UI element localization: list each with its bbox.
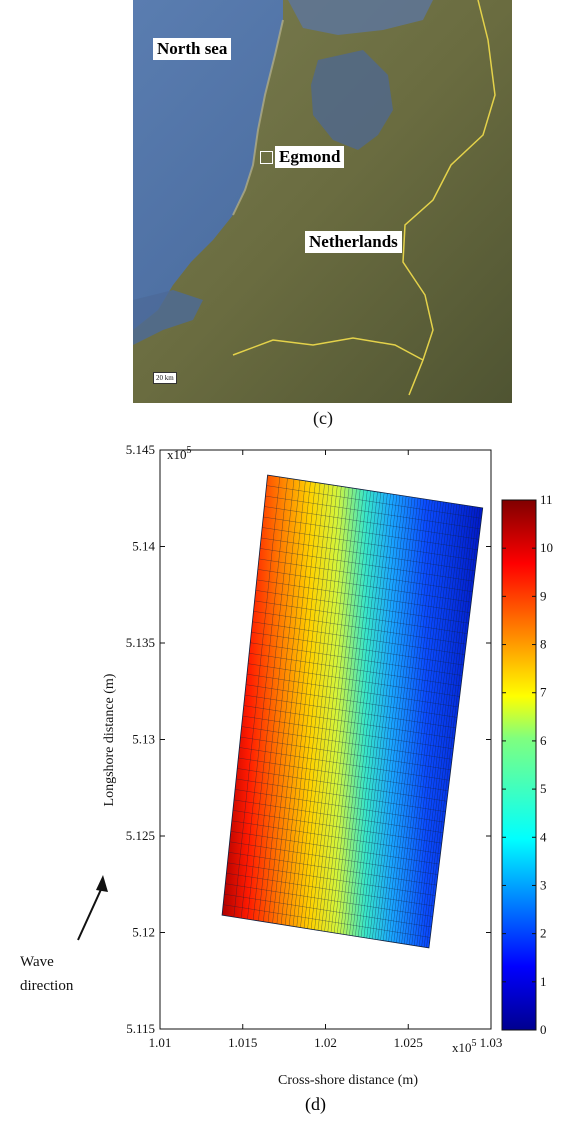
egmond-marker — [260, 151, 273, 164]
domain-outline — [221, 474, 484, 949]
grid-line-crossshore — [258, 558, 473, 592]
grid-line-crossshore — [225, 883, 433, 917]
grid-line-crossshore — [226, 872, 435, 907]
chart-svg: 1.01 1.015 1.02 1.025 1.03 5.1155.125.1255.1… — [20, 442, 553, 1115]
y-axis-label: Longshore distance (m) — [102, 673, 117, 806]
colorbar-tick-label: 10 — [540, 540, 553, 555]
grid-line-crossshore — [264, 506, 479, 540]
grid-line-crossshore — [246, 673, 459, 708]
x-tick-label: 1.01 — [149, 1035, 172, 1050]
wadden-sea — [288, 0, 433, 35]
colorbar-tick-label: 4 — [540, 829, 547, 844]
delta-waters — [133, 290, 203, 345]
colorbar-tick-label: 3 — [540, 877, 547, 892]
grid-line-crossshore — [238, 757, 449, 792]
grid-line-crossshore — [256, 579, 470, 613]
grid-line-crossshore — [244, 694, 456, 729]
grid-line-crossshore — [262, 527, 477, 561]
y-axis-ticks: 5.115 5.12 5.125 5.13 5.135 5.14 5.145 — [126, 442, 491, 1036]
colorbar-tick-label: 1 — [540, 974, 547, 989]
scale-bar: 20 km — [153, 372, 177, 384]
colorbar-tick-label: 2 — [540, 926, 547, 941]
x-multiplier: x105 — [452, 1038, 477, 1055]
grid-line-crossshore — [263, 516, 478, 551]
label-north-sea: North sea — [153, 38, 232, 60]
colorbar-tick-label: 8 — [540, 637, 547, 652]
grid-line-crossshore — [255, 590, 469, 624]
grid-line-crossshore — [237, 768, 447, 802]
colorbar-tick-label: 9 — [540, 588, 547, 603]
y-tick-label: 5.135 — [126, 635, 155, 650]
grid-line-crossshore — [232, 810, 442, 844]
grid-line-crossshore — [241, 726, 453, 760]
grid-line-crossshore — [228, 852, 437, 886]
label-netherlands: Netherlands — [305, 231, 402, 253]
colorbar-tick-label: 7 — [540, 685, 547, 700]
grid-line-crossshore — [229, 841, 438, 875]
y-tick-label: 5.13 — [132, 732, 155, 747]
grid-line-crossshore — [233, 799, 444, 833]
colorbar-tick-label: 5 — [540, 781, 547, 796]
satellite-map: North sea Egmond Netherlands 20 km — [133, 0, 512, 403]
wave-arrow-head — [96, 875, 108, 892]
grid-line-crossshore — [265, 495, 481, 530]
grid-line-crossshore — [254, 600, 468, 634]
y-tick-label: 5.115 — [126, 1021, 155, 1036]
grid-domain — [221, 474, 484, 949]
land-area — [133, 0, 512, 403]
x-tick-label: 1.02 — [314, 1035, 337, 1050]
label-egmond: Egmond — [275, 146, 345, 168]
grid-line-crossshore — [235, 789, 445, 823]
grid-line-crossshore — [242, 715, 454, 750]
grid-line-crossshore — [243, 705, 455, 739]
colorbar — [501, 499, 537, 1031]
grid-line-crossshore — [249, 652, 461, 687]
colorbar-tick-label: 0 — [540, 1022, 547, 1037]
grid-line-crossshore — [239, 747, 450, 781]
caption-d: (d) — [305, 1094, 326, 1115]
caption-c: (c) — [313, 408, 333, 428]
grid-line-crossshore — [259, 548, 474, 582]
grid-line-crossshore — [230, 831, 440, 865]
grid-line-crossshore — [251, 632, 464, 666]
y-tick-label: 5.12 — [132, 925, 155, 940]
x-tick-label: 1.03 — [480, 1035, 503, 1050]
grid-line-crossshore — [224, 893, 432, 928]
map-graphic — [133, 0, 512, 403]
y-multiplier: x105 — [167, 445, 192, 462]
x-axis-ticks: 1.01 1.015 1.02 1.025 1.03 — [149, 450, 503, 1050]
grid-line-crossshore — [240, 736, 451, 771]
ijsselmeer — [311, 50, 393, 150]
grid-line-crossshore — [250, 642, 463, 676]
colorbar-tick-label: 11 — [540, 492, 553, 507]
grid-line-crossshore — [245, 684, 458, 718]
grid-line-crossshore — [253, 611, 467, 645]
wave-arrow-shaft — [77, 884, 104, 941]
x-tick-label: 1.025 — [394, 1035, 423, 1050]
grid-line-crossshore — [231, 820, 441, 854]
y-tick-label: 5.125 — [126, 828, 155, 843]
y-tick-label: 5.14 — [132, 539, 155, 554]
grid-line-crossshore — [248, 663, 460, 697]
wave-label-line1: Wave — [20, 954, 54, 970]
grid-line-crossshore — [261, 537, 476, 571]
x-axis-label: Cross-shore distance (m) — [278, 1073, 418, 1088]
grid-line-crossshore — [227, 862, 436, 896]
grid-line-crossshore — [257, 569, 472, 603]
country-border — [232, 0, 496, 396]
coast-dunes — [232, 19, 284, 216]
wave-label-line2: direction — [20, 978, 74, 994]
grid-line-crossshore — [266, 485, 482, 519]
colorbar-ticks: 0 1 2 3 4 5 6 7 8 9 10 11 — [502, 492, 553, 1037]
grid-line-crossshore — [236, 778, 446, 812]
x-tick-label: 1.015 — [228, 1035, 257, 1050]
grid-line-crossshore — [252, 621, 465, 655]
colorbar-tick-label: 6 — [540, 733, 547, 748]
grid-line-crossshore — [223, 904, 431, 938]
y-tick-label: 5.145 — [126, 442, 155, 457]
